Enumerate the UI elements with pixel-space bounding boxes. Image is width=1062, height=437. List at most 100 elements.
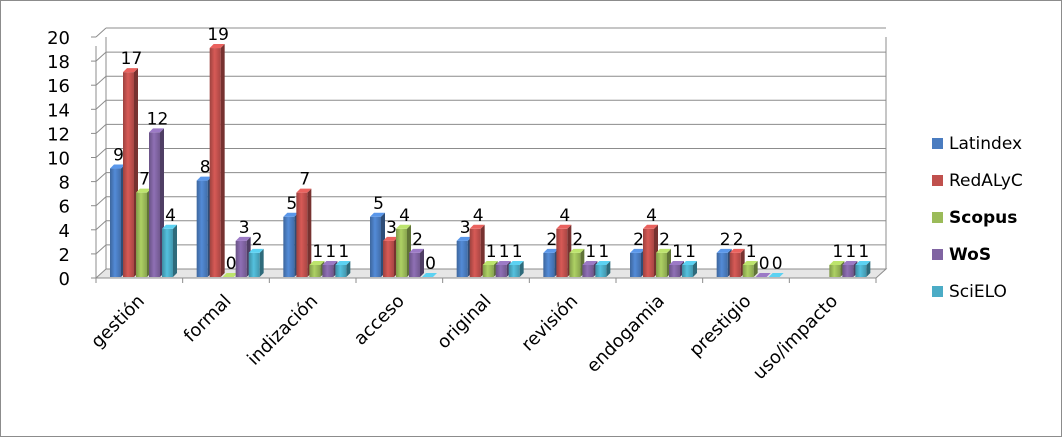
bar-top xyxy=(149,128,164,133)
bar xyxy=(495,260,511,277)
bar xyxy=(123,68,138,278)
bar xyxy=(469,224,485,277)
data-label: 4 xyxy=(559,206,570,226)
gridline-side xyxy=(95,124,107,134)
data-label: 1 xyxy=(312,242,323,262)
data-label: 12 xyxy=(147,109,169,129)
bar xyxy=(829,260,845,277)
category-label: gestión xyxy=(87,291,149,353)
bar-front xyxy=(309,264,321,277)
data-label: 8 xyxy=(200,158,211,178)
data-label: 1 xyxy=(499,242,510,262)
bar-top xyxy=(136,188,151,193)
bar xyxy=(768,273,784,277)
bar xyxy=(422,273,437,277)
category-label: uso/impacto xyxy=(749,291,842,384)
data-label: 1 xyxy=(512,242,523,262)
bar-front xyxy=(656,252,667,277)
data-label: 7 xyxy=(139,170,150,190)
bar xyxy=(110,164,125,277)
bar-top xyxy=(196,176,212,181)
bar xyxy=(508,260,524,277)
bar-front xyxy=(842,264,854,277)
bar xyxy=(309,260,325,277)
data-label: 1 xyxy=(672,242,683,262)
category-label: endogamia xyxy=(583,291,669,377)
category-label: indización xyxy=(243,291,322,370)
bar-top xyxy=(469,224,485,229)
bar-side xyxy=(259,248,264,277)
gridline-side xyxy=(95,51,107,62)
data-label: 2 xyxy=(633,230,644,250)
bar-top xyxy=(123,68,138,73)
bar xyxy=(755,273,771,277)
legend-label: RedALyC xyxy=(949,171,1023,191)
bar-front xyxy=(643,228,654,277)
bar xyxy=(842,260,858,277)
bar-top xyxy=(595,260,611,265)
bar-front xyxy=(829,264,841,277)
bar-top xyxy=(643,224,658,229)
data-label: 1 xyxy=(685,242,696,262)
y-tick-label: 0 xyxy=(59,269,70,290)
bar xyxy=(742,260,758,277)
bar-side xyxy=(220,44,225,277)
bar-top xyxy=(162,224,177,229)
bar xyxy=(235,236,251,277)
bar-top xyxy=(855,260,871,265)
bar xyxy=(322,260,338,277)
data-label: 2 xyxy=(659,230,670,250)
bar-top xyxy=(309,260,325,265)
bar-top xyxy=(543,248,559,253)
bar-front xyxy=(508,264,520,277)
data-label: 2 xyxy=(252,230,263,250)
y-tick-label: 14 xyxy=(47,100,70,121)
bar-front xyxy=(136,192,147,277)
bar-front xyxy=(110,168,121,277)
y-tick-label: 16 xyxy=(47,76,70,97)
bar-side xyxy=(693,260,697,277)
category-label: prestigio xyxy=(685,291,755,361)
legend-swatch xyxy=(932,138,943,149)
bar xyxy=(482,260,498,277)
bar-front xyxy=(296,192,308,277)
data-label: 5 xyxy=(286,194,297,214)
category-label: acceso xyxy=(350,291,409,350)
bar xyxy=(196,176,212,277)
bar-top xyxy=(669,260,684,265)
y-tick-label: 2 xyxy=(59,245,70,266)
y-tick-label: 4 xyxy=(59,221,70,242)
bar-front xyxy=(123,72,134,278)
category-label: revisión xyxy=(517,291,582,356)
bar xyxy=(729,248,745,277)
bar-top xyxy=(656,248,671,253)
bar xyxy=(569,248,585,277)
bar-front xyxy=(595,264,607,277)
legend-swatch xyxy=(932,249,943,260)
bar-front xyxy=(495,264,507,277)
bar xyxy=(162,224,177,277)
bar-front xyxy=(149,132,160,277)
bar-top xyxy=(283,212,299,217)
bar-top xyxy=(456,236,472,241)
bar xyxy=(248,248,264,277)
y-tick-label: 20 xyxy=(47,28,70,49)
bar-front xyxy=(209,48,221,277)
gridline-side xyxy=(95,244,107,255)
bar xyxy=(855,260,871,277)
bar-front xyxy=(855,264,867,277)
legend-swatch xyxy=(932,212,943,223)
bar xyxy=(643,224,658,277)
bar xyxy=(222,273,238,277)
bar-side xyxy=(420,248,424,277)
data-label: 0 xyxy=(226,254,237,274)
bar-side xyxy=(307,188,312,277)
bar xyxy=(149,128,164,277)
bar-top xyxy=(729,248,745,253)
data-label: 3 xyxy=(239,218,250,238)
category-label: formal xyxy=(180,291,236,347)
bar-front xyxy=(196,180,208,277)
bar-top xyxy=(296,188,312,193)
data-label: 1 xyxy=(845,242,856,262)
